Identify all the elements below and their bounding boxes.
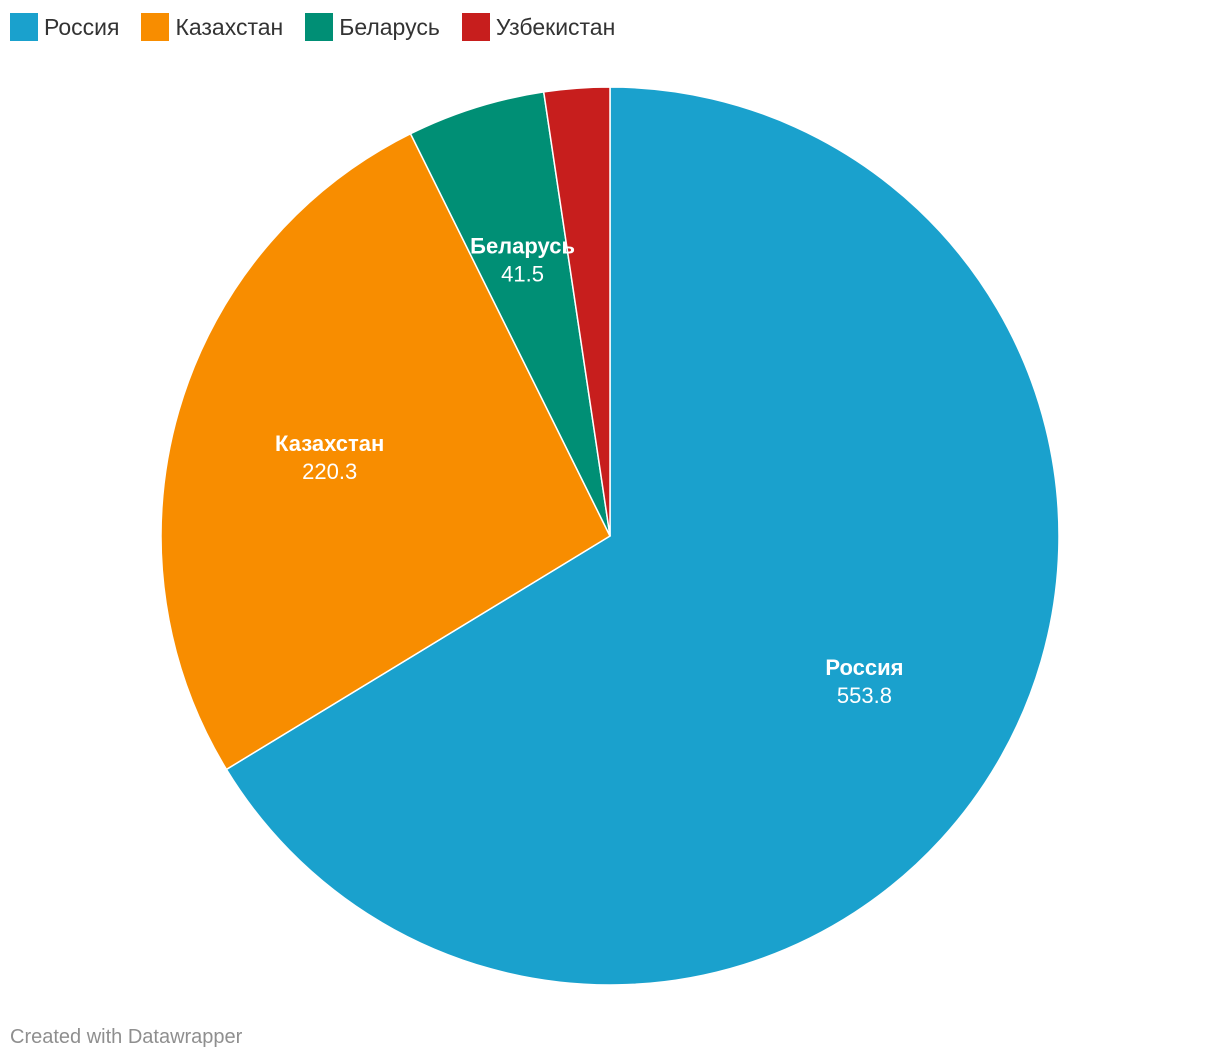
data-label-value-1: 220.3 <box>302 459 357 484</box>
pie-slices <box>160 86 1060 986</box>
legend-swatch-uzbekistan <box>461 13 490 41</box>
pie-slice-0 <box>225 86 1060 986</box>
legend-item-uzbekistan: Узбекистан <box>461 13 616 41</box>
chart-legend: Россия Казахстан Беларусь Узбекистан <box>10 13 637 41</box>
legend-label-kazakhstan: Казахстан <box>175 13 284 40</box>
legend-label-belarus: Беларусь <box>339 13 440 40</box>
data-label-name-1: Казахстан <box>275 431 384 456</box>
legend-swatch-belarus <box>305 13 334 41</box>
legend-item-belarus: Беларусь <box>305 13 440 41</box>
footer-credit: Created with Datawrapper <box>10 1026 243 1048</box>
legend-swatch-kazakhstan <box>141 13 170 41</box>
legend-swatch-russia <box>10 13 38 41</box>
data-label-value-0: 553.8 <box>837 683 892 708</box>
pie-slice-1 <box>160 132 611 771</box>
data-label-name-0: Россия <box>825 655 903 680</box>
legend-label-russia: Россия <box>44 13 120 40</box>
legend-label-uzbekistan: Узбекистан <box>495 13 616 40</box>
data-label-value-2: 41.5 <box>501 262 544 287</box>
pie-slice-3 <box>542 86 611 537</box>
legend-item-russia: Россия <box>10 13 119 41</box>
data-label-name-2: Беларусь <box>470 234 575 259</box>
pie-data-labels: Россия 553.8 Казахстан 220.3 Беларусь 41.5 <box>275 234 903 708</box>
legend-item-kazakhstan: Казахстан <box>141 13 283 41</box>
